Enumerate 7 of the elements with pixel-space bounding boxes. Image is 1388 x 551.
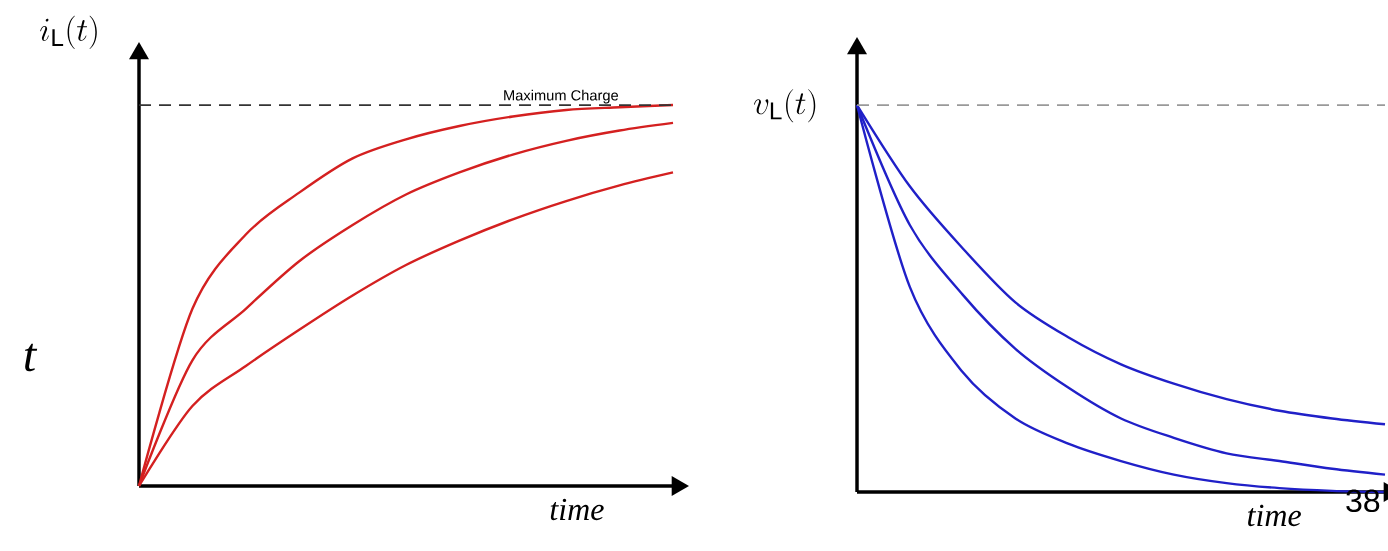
y-axis-title: $v_{\mathrm{L}}(t)$ bbox=[754, 89, 816, 123]
y-axis-title: $i_{\mathrm{L}}(t)$ bbox=[40, 15, 97, 49]
x-axis-title: time bbox=[550, 498, 604, 521]
annotation: 38 bbox=[1346, 489, 1380, 513]
x-axis-title: time bbox=[1247, 504, 1301, 527]
text: t bbox=[24, 343, 38, 372]
ref-line-label: Maximum Charge bbox=[504, 89, 619, 104]
